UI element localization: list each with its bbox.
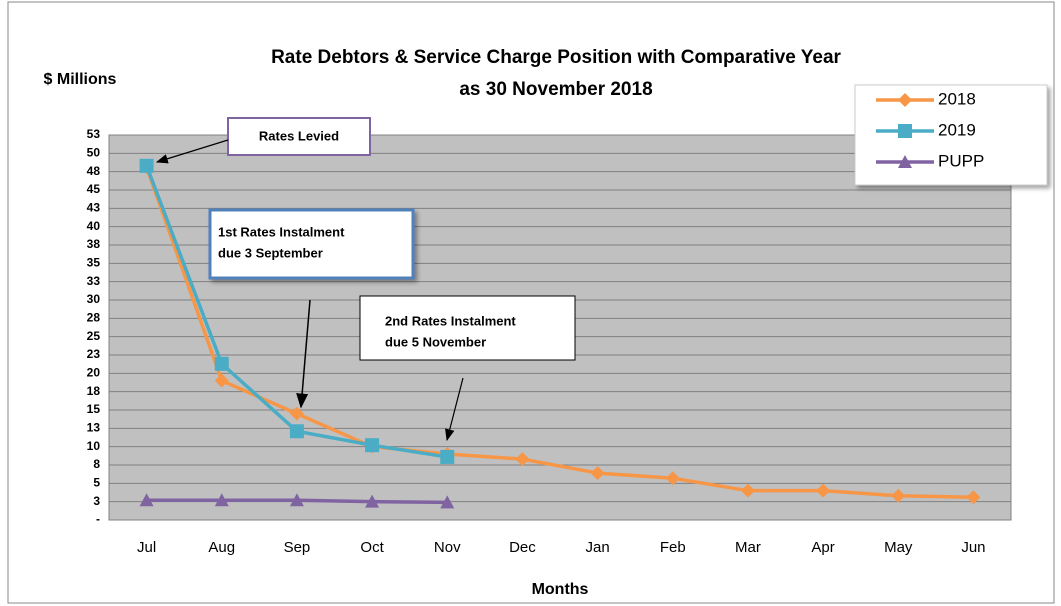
marker [289,406,304,421]
annotation: Rates Levied 1st Rates Instalment due 3 … [155,117,576,442]
x-tick-label: Nov [434,539,461,556]
annotation-text: 2nd Rates Instalment [385,313,516,328]
legend-marker [898,124,912,138]
x-tick-label: Apr [811,539,834,556]
legend-label: 2018 [938,89,976,108]
marker [891,488,906,503]
y-tick-label: 13 [87,421,101,435]
annotation-box [208,208,415,280]
y-tick-label: 25 [87,329,101,343]
y-tick-label: 5 [93,476,100,490]
x-tick-label: May [884,539,913,556]
chart-title: Rate Debtors & Service Charge Position w… [271,47,841,68]
chart-title: as 30 November 2018 [459,79,652,100]
marker [289,493,304,507]
annotation-arrow [155,139,229,164]
y-tick-label: - [96,512,100,526]
y-tick-label: 45 [87,182,101,196]
y-tick-label: 40 [87,219,101,233]
legend-label: PUPP [938,151,984,170]
y-tick-label: 28 [87,311,101,325]
marker [816,483,831,498]
x-tick-label: Mar [735,539,761,556]
y-tick-label: 15 [87,402,101,416]
legend-entries: 2018 2019 PUPP [876,89,984,170]
annotation-text: due 5 November [385,334,486,349]
y-tick-label: 50 [87,146,101,160]
annotation-box [359,295,576,361]
marker [665,471,680,486]
y-axis-label: $ Millions [44,71,117,88]
x-tick-label: Aug [208,539,235,556]
marker [590,466,605,481]
marker [214,356,229,371]
y-tick-label: 23 [87,347,101,361]
y-tick-label: 18 [87,384,101,398]
annotation-arrow [296,299,311,409]
annotation-text: due 3 September [218,245,323,260]
marker [214,493,229,507]
x-tick-label: Oct [360,539,384,556]
y-tick-label: 43 [87,201,101,215]
legend-marker [898,155,912,168]
x-tick-label: Jan [585,539,609,556]
marker [365,438,380,453]
y-tick-label: 53 [87,127,101,141]
marker [365,494,380,508]
x-tick-label: Dec [509,539,536,556]
annotation-box [227,117,371,156]
y-tick-label: 33 [87,274,101,288]
legend-marker [898,93,912,107]
y-tick-label: 20 [87,366,101,380]
y-tick-label: 30 [87,292,101,306]
y-tick-label: 10 [87,439,101,453]
marker [515,452,530,467]
marker [740,483,755,498]
x-tick-label: Sep [284,539,311,556]
annotation-text: 1st Rates Instalment [218,224,345,239]
y-tick-label: 8 [93,457,100,471]
marker [440,495,455,509]
marker [966,490,981,505]
marker [139,493,154,507]
annotation-text: Rates Levied [259,128,339,143]
series-line [144,166,974,500]
marker [289,424,304,439]
y-tick-label: 35 [87,256,101,270]
x-axis-label: Months [532,581,589,598]
y-tick-label: 48 [87,164,101,178]
annotation-arrow [445,377,464,442]
x-tick-label: Jul [137,539,156,556]
x-tick-label: Jun [961,539,985,556]
y-tick-label: 38 [87,237,101,251]
marker [214,373,229,388]
x-tick-label: Feb [660,539,686,556]
marker [139,158,154,173]
legend-label: 2019 [938,120,976,139]
series [139,158,981,509]
y-tick-label: 3 [93,494,100,508]
marker [440,449,455,464]
